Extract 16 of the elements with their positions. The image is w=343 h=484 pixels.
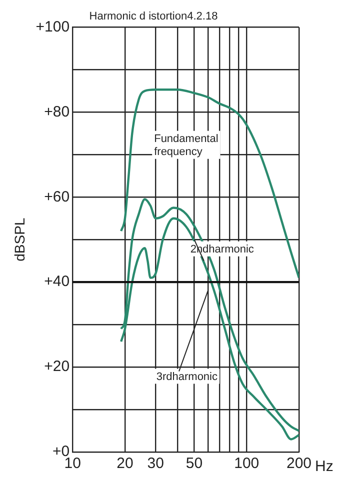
annotation: 3rdharmonic <box>156 370 218 383</box>
y-tick-label: +100 <box>36 18 70 36</box>
y-tick-label: +20 <box>44 358 70 376</box>
y-tick-label: +60 <box>44 188 70 206</box>
chart-title: Harmonic d istortion4.2.18 <box>89 10 218 23</box>
x-tick-label: 200 <box>286 455 312 472</box>
y-axis-title: dBSPL <box>11 218 28 262</box>
x-axis-title: Hz <box>315 458 334 476</box>
y-tick-label: +40 <box>44 273 70 290</box>
x-tick-label: 20 <box>116 455 134 472</box>
y-tick-label: +80 <box>44 103 70 120</box>
x-tick-label: 30 <box>147 455 164 472</box>
x-tick-label: 50 <box>186 455 203 472</box>
x-tick-label: 10 <box>64 455 81 472</box>
x-tick-label: 100 <box>234 455 260 472</box>
annotation: Fundamental frequency <box>154 132 218 158</box>
